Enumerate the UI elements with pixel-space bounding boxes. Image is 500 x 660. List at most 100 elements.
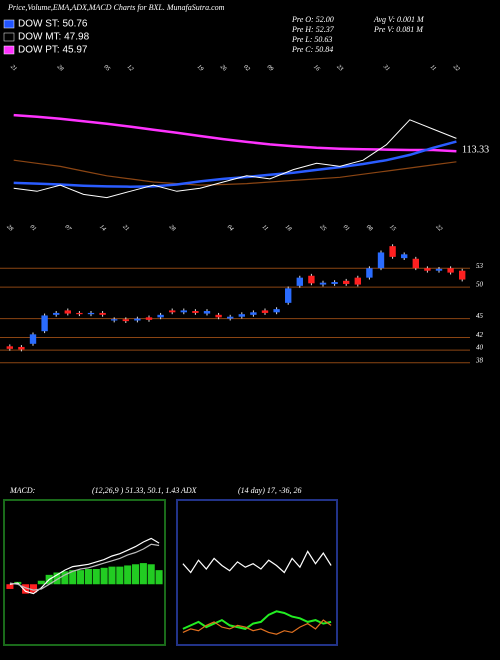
x-tick-label: 26 <box>219 64 227 72</box>
stat: Pre O: 52.00 <box>291 15 334 24</box>
candle-body <box>285 288 292 303</box>
candle-body <box>18 346 25 350</box>
histogram-bar <box>124 565 132 585</box>
adx-frame <box>176 499 338 646</box>
candle-body <box>319 282 327 285</box>
histogram-bar <box>131 564 140 585</box>
x-tick-label: 16 <box>312 64 320 72</box>
x-tick-label: 18 <box>284 224 292 232</box>
y-tick-label: 40 <box>476 344 484 352</box>
candle-body <box>192 311 199 313</box>
candle-body <box>157 314 164 318</box>
histogram-bar <box>84 568 92 585</box>
last-value-label: 113.33 <box>462 144 489 155</box>
candle-body <box>215 314 222 318</box>
legend-entry: DOW ST: 50.76 <box>18 19 88 30</box>
candle-body <box>261 310 269 313</box>
candle-body <box>308 275 315 284</box>
histogram-bar <box>22 584 30 594</box>
candle-body <box>435 268 443 271</box>
candle-body <box>53 312 60 315</box>
histogram-bar <box>77 570 85 585</box>
adx-line <box>182 610 332 630</box>
candle-body <box>180 310 187 313</box>
ema-line <box>13 140 457 188</box>
candle-body <box>296 277 303 286</box>
x-tick-label: 28 <box>168 224 176 232</box>
candle-body <box>389 246 396 257</box>
legend-entry: DOW PT: 45.97 <box>18 45 88 56</box>
candle-body <box>122 319 129 322</box>
y-tick-label: 45 <box>476 312 484 320</box>
x-tick-label: 31 <box>381 63 390 72</box>
stat: Pre C: 50.84 <box>291 45 333 54</box>
x-tick-label: 12 <box>126 64 134 72</box>
x-tick-label: 07 <box>63 224 72 233</box>
x-tick-label: 04 <box>226 223 235 232</box>
candle-body <box>29 334 37 344</box>
candle-body <box>64 310 71 314</box>
ema-line <box>13 159 457 186</box>
candle-body <box>203 311 211 314</box>
indicator-title: MACD: <box>9 486 36 495</box>
candle-body <box>459 270 466 280</box>
x-tick-label: 23 <box>335 64 343 72</box>
x-tick-label: 25 <box>318 224 326 232</box>
macd-line <box>9 543 160 591</box>
x-tick-label: 05 <box>102 64 110 72</box>
candle-body <box>99 312 106 315</box>
indicator-title: ADX <box>180 486 198 495</box>
macd-frame <box>3 499 166 646</box>
x-tick-label: 14 <box>98 223 107 232</box>
histogram-bar <box>139 563 147 585</box>
candle-body <box>87 312 95 315</box>
y-tick-label: 53 <box>476 262 484 270</box>
histogram-bar <box>69 570 77 585</box>
candle-body <box>354 277 361 285</box>
indicator-params: (14 day) 17, -36, 26 <box>238 486 302 495</box>
stat: Pre H: 52.37 <box>291 25 335 34</box>
x-tick-label: 19 <box>196 64 204 72</box>
histogram-bar <box>29 584 38 593</box>
candle-body <box>250 312 257 315</box>
candle-body <box>76 312 83 315</box>
candle-body <box>366 268 373 278</box>
macd-line <box>9 537 160 595</box>
histogram-bar <box>92 568 100 585</box>
legend-swatch <box>3 45 15 55</box>
candle-body <box>134 318 141 321</box>
candle-body <box>401 254 408 259</box>
candle-body <box>331 282 338 284</box>
indicator-params: (12,26,9 ) 51.33, 50.1, 1.43 <box>92 486 179 495</box>
chart-title: Price,Volume,EMA,ADX,MACD Charts for BXL… <box>7 3 225 12</box>
x-tick-label: 01 <box>28 224 36 232</box>
x-tick-label: 01 <box>342 224 350 232</box>
x-tick-label: 21 <box>121 224 129 232</box>
candle-body <box>343 280 350 284</box>
histogram-bar <box>155 570 163 585</box>
stat: Pre L: 50.63 <box>291 35 332 44</box>
candle-body <box>227 316 234 319</box>
adx-line <box>182 619 332 635</box>
legend-entry: DOW MT: 47.98 <box>18 32 90 43</box>
x-tick-label: 11 <box>429 64 437 72</box>
candle-body <box>145 317 153 320</box>
histogram-bar <box>61 571 69 585</box>
x-tick-label: 15 <box>388 224 396 232</box>
x-tick-label: 08 <box>365 224 373 232</box>
histogram-bar <box>37 580 45 585</box>
x-tick-label: 02 <box>242 64 250 72</box>
adx-line <box>182 550 332 574</box>
legend-swatch <box>3 32 15 42</box>
volume-stat: Avg V: 0.001 M <box>373 15 425 24</box>
histogram-bar <box>147 564 155 585</box>
candle-body <box>6 346 13 349</box>
histogram-bar <box>116 566 124 585</box>
x-tick-label: 22 <box>434 224 442 232</box>
x-tick-label: 28 <box>5 224 13 232</box>
ema-line <box>13 113 457 153</box>
x-tick-label: 21 <box>9 64 17 72</box>
